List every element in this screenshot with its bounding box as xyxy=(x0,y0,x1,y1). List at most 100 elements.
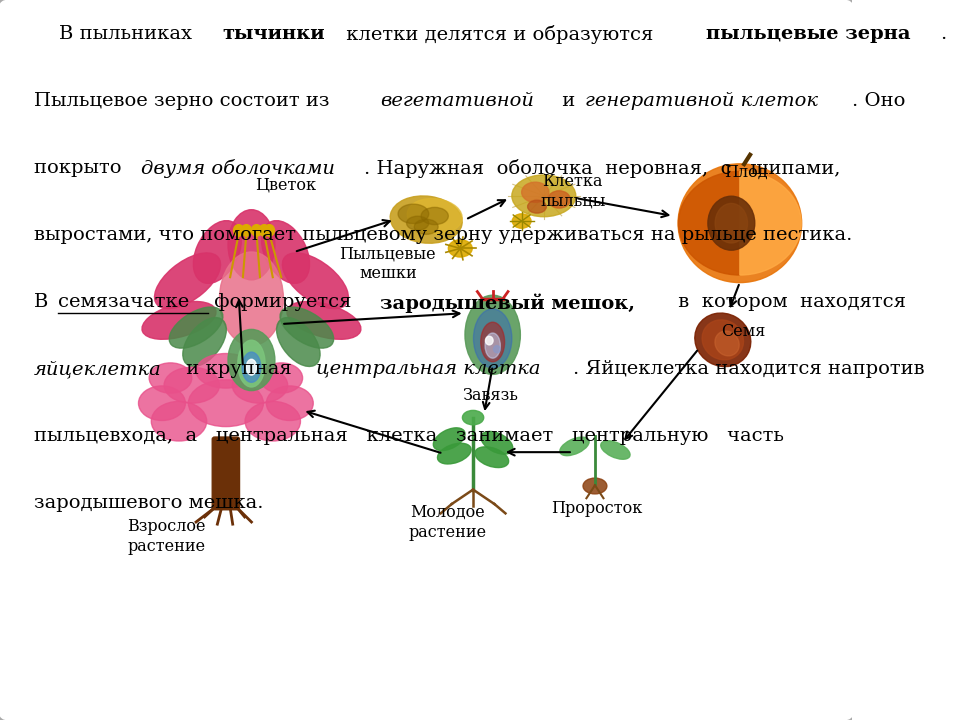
Ellipse shape xyxy=(583,478,607,494)
Ellipse shape xyxy=(142,302,216,339)
Ellipse shape xyxy=(481,431,513,454)
Ellipse shape xyxy=(260,363,302,393)
Text: . Оно: . Оно xyxy=(852,92,905,110)
Ellipse shape xyxy=(678,164,802,283)
Text: в  котором  находятся: в котором находятся xyxy=(672,293,906,311)
Text: Клетка
пыльцы: Клетка пыльцы xyxy=(540,173,606,210)
Ellipse shape xyxy=(398,204,429,224)
Text: зародышевый мешок,: зародышевый мешок, xyxy=(379,293,635,312)
Ellipse shape xyxy=(164,367,220,403)
Text: Цветок: Цветок xyxy=(255,176,316,194)
Ellipse shape xyxy=(560,437,589,456)
Text: Плод: Плод xyxy=(724,163,768,181)
Ellipse shape xyxy=(473,309,512,368)
Ellipse shape xyxy=(433,428,465,451)
Ellipse shape xyxy=(715,331,739,356)
Ellipse shape xyxy=(232,367,288,403)
Ellipse shape xyxy=(521,182,549,202)
Ellipse shape xyxy=(276,318,320,366)
Ellipse shape xyxy=(149,363,192,393)
Text: клетки делятся и образуются: клетки делятся и образуются xyxy=(340,25,660,44)
Ellipse shape xyxy=(138,386,185,420)
Ellipse shape xyxy=(390,196,462,243)
Text: вегетативной: вегетативной xyxy=(380,92,534,110)
Ellipse shape xyxy=(196,354,255,388)
Ellipse shape xyxy=(238,341,265,387)
Ellipse shape xyxy=(486,336,493,345)
Text: Молодое
растение: Молодое растение xyxy=(408,504,487,541)
Text: Проросток: Проросток xyxy=(551,500,642,517)
Ellipse shape xyxy=(448,240,472,257)
Text: . Наружная  оболочка  неровная,  с   шипами,: . Наружная оболочка неровная, с шипами, xyxy=(364,159,840,178)
Ellipse shape xyxy=(280,307,334,348)
Text: пыльцевхода,  а   центральная   клетка   занимает   центральную   часть: пыльцевхода, а центральная клетка занима… xyxy=(35,427,784,445)
Ellipse shape xyxy=(287,302,361,339)
Ellipse shape xyxy=(715,204,748,243)
Ellipse shape xyxy=(155,253,221,309)
Ellipse shape xyxy=(512,175,576,217)
Ellipse shape xyxy=(266,386,313,420)
Ellipse shape xyxy=(182,318,227,366)
Wedge shape xyxy=(740,171,802,275)
Ellipse shape xyxy=(485,333,500,359)
Wedge shape xyxy=(679,171,740,275)
Ellipse shape xyxy=(259,225,270,236)
Text: семязачатке: семязачатке xyxy=(58,293,189,311)
Text: генеративной клеток: генеративной клеток xyxy=(586,92,818,110)
Text: Взрослое
растение: Взрослое растение xyxy=(127,518,205,555)
Text: выростами, что помогает пыльцевому зерну удерживаться на рыльце пестика.: выростами, что помогает пыльцевому зерну… xyxy=(35,226,852,244)
Text: Завязь: Завязь xyxy=(462,387,518,405)
Ellipse shape xyxy=(241,225,252,236)
Text: . Яйцеклетка находится напротив: . Яйцеклетка находится напротив xyxy=(573,360,924,378)
Ellipse shape xyxy=(264,225,275,236)
Ellipse shape xyxy=(233,225,244,236)
Ellipse shape xyxy=(282,253,348,309)
Text: и: и xyxy=(556,92,582,110)
Ellipse shape xyxy=(438,444,471,464)
Text: формируется: формируется xyxy=(208,293,358,311)
Text: и крупная: и крупная xyxy=(180,360,299,378)
Text: В пыльниках: В пыльниках xyxy=(35,25,199,43)
Text: пыльцевые зерна: пыльцевые зерна xyxy=(706,25,911,43)
Text: центральная клетка: центральная клетка xyxy=(316,360,540,378)
Ellipse shape xyxy=(415,220,438,235)
Ellipse shape xyxy=(421,207,448,225)
Text: .: . xyxy=(941,25,947,43)
Text: В: В xyxy=(35,293,55,311)
Ellipse shape xyxy=(261,220,309,284)
Text: Семя: Семя xyxy=(721,323,765,340)
Ellipse shape xyxy=(548,191,570,208)
Ellipse shape xyxy=(152,402,206,441)
Ellipse shape xyxy=(708,197,755,251)
Ellipse shape xyxy=(407,199,462,233)
Ellipse shape xyxy=(475,447,509,467)
Ellipse shape xyxy=(528,200,546,213)
Ellipse shape xyxy=(463,410,484,425)
Text: Пыльцевые
мешки: Пыльцевые мешки xyxy=(340,246,436,282)
Ellipse shape xyxy=(193,220,241,284)
Ellipse shape xyxy=(252,225,262,236)
Ellipse shape xyxy=(481,323,505,362)
Ellipse shape xyxy=(245,402,300,441)
Ellipse shape xyxy=(247,359,256,375)
FancyBboxPatch shape xyxy=(212,437,239,510)
Ellipse shape xyxy=(407,216,429,230)
Ellipse shape xyxy=(228,210,275,280)
Ellipse shape xyxy=(465,295,520,374)
Ellipse shape xyxy=(702,320,743,360)
Text: зародышевого мешка.: зародышевого мешка. xyxy=(35,494,264,512)
Ellipse shape xyxy=(169,307,223,348)
Ellipse shape xyxy=(242,352,261,382)
FancyBboxPatch shape xyxy=(0,0,855,720)
Ellipse shape xyxy=(695,313,751,366)
Ellipse shape xyxy=(220,252,283,346)
Text: двумя оболочками: двумя оболочками xyxy=(141,159,335,178)
Text: покрыто: покрыто xyxy=(35,159,128,177)
Text: тычинки: тычинки xyxy=(223,25,324,43)
Text: яйцеклетка: яйцеклетка xyxy=(35,360,162,378)
Ellipse shape xyxy=(188,380,263,426)
Ellipse shape xyxy=(601,441,630,459)
Text: Пыльцевое зерно состоит из: Пыльцевое зерно состоит из xyxy=(35,92,336,110)
Ellipse shape xyxy=(228,330,275,391)
Ellipse shape xyxy=(513,214,531,228)
